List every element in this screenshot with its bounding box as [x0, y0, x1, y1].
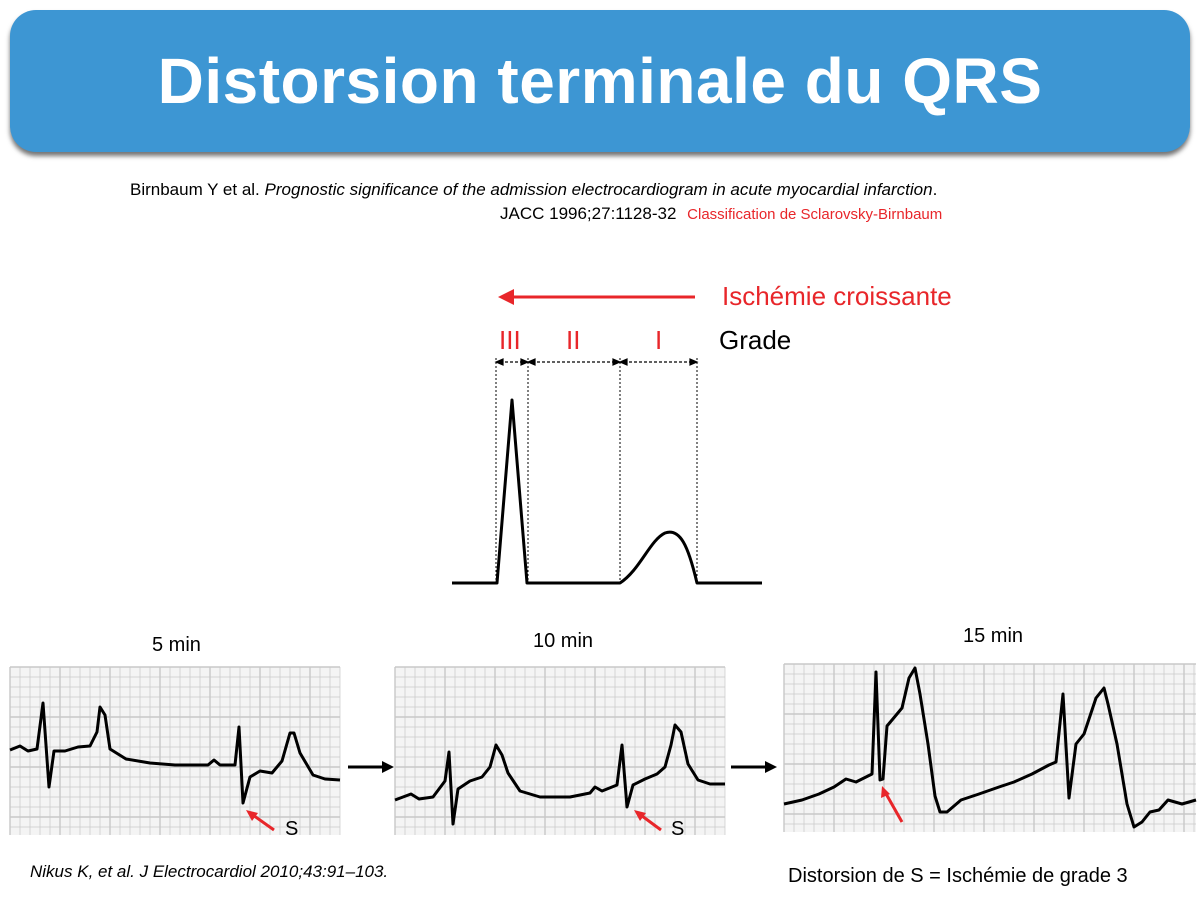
- ecg-panel-10min: [394, 666, 726, 835]
- classification-label: Classification de Sclarovsky-Birnbaum: [687, 206, 943, 223]
- sequence-arrow-2: [731, 761, 777, 773]
- qrs-waveform: [452, 398, 762, 585]
- grade-ii-label: II: [566, 325, 581, 355]
- slide-title: Distorsion terminale du QRS: [157, 45, 1043, 117]
- grade-interval-arrows: [494, 358, 699, 366]
- sequence-arrow-1: [348, 761, 394, 773]
- ecg-trace: [783, 666, 1197, 829]
- reference-authors: Birnbaum Y et al.: [130, 180, 260, 199]
- reference-line-1: Birnbaum Y et al. Prognostic significanc…: [130, 180, 937, 200]
- ecg-panel-5min: [9, 666, 341, 835]
- reference-journal: JACC 1996;27:1128-32: [500, 204, 677, 223]
- ecg-trace: [9, 701, 341, 805]
- grade-iii-label: III: [499, 325, 521, 355]
- ecg-panel-15min: [783, 663, 1197, 832]
- grade-boundaries: [495, 358, 698, 583]
- s-marker-label-2: S: [671, 818, 685, 840]
- ischemia-arrow: [498, 289, 695, 305]
- s-pointer-arrow: [883, 791, 904, 823]
- time-label-10min: 10 min: [533, 630, 594, 652]
- reference-article-title: Prognostic significance of the admission…: [264, 180, 933, 199]
- reference-line-2: JACC 1996;27:1128-32 Classification de S…: [500, 204, 942, 224]
- conclusion-text: Distorsion de S = Ischémie de grade 3: [788, 865, 1128, 887]
- ecg-grid: [9, 666, 341, 835]
- citation-nikus: Nikus K, et al. J Electrocardiol 2010;43…: [30, 862, 389, 881]
- time-label-5min: 5 min: [152, 634, 201, 656]
- ischemia-label: Ischémie croissante: [722, 281, 952, 311]
- grade-i-label: I: [655, 325, 663, 355]
- s-marker-label-1: S: [285, 818, 299, 840]
- reference-period: .: [932, 180, 938, 199]
- time-label-15min: 15 min: [963, 625, 1024, 647]
- ecg-trace: [394, 723, 725, 826]
- grade-heading: Grade: [719, 325, 792, 355]
- title-banner: Distorsion terminale du QRS: [10, 10, 1190, 152]
